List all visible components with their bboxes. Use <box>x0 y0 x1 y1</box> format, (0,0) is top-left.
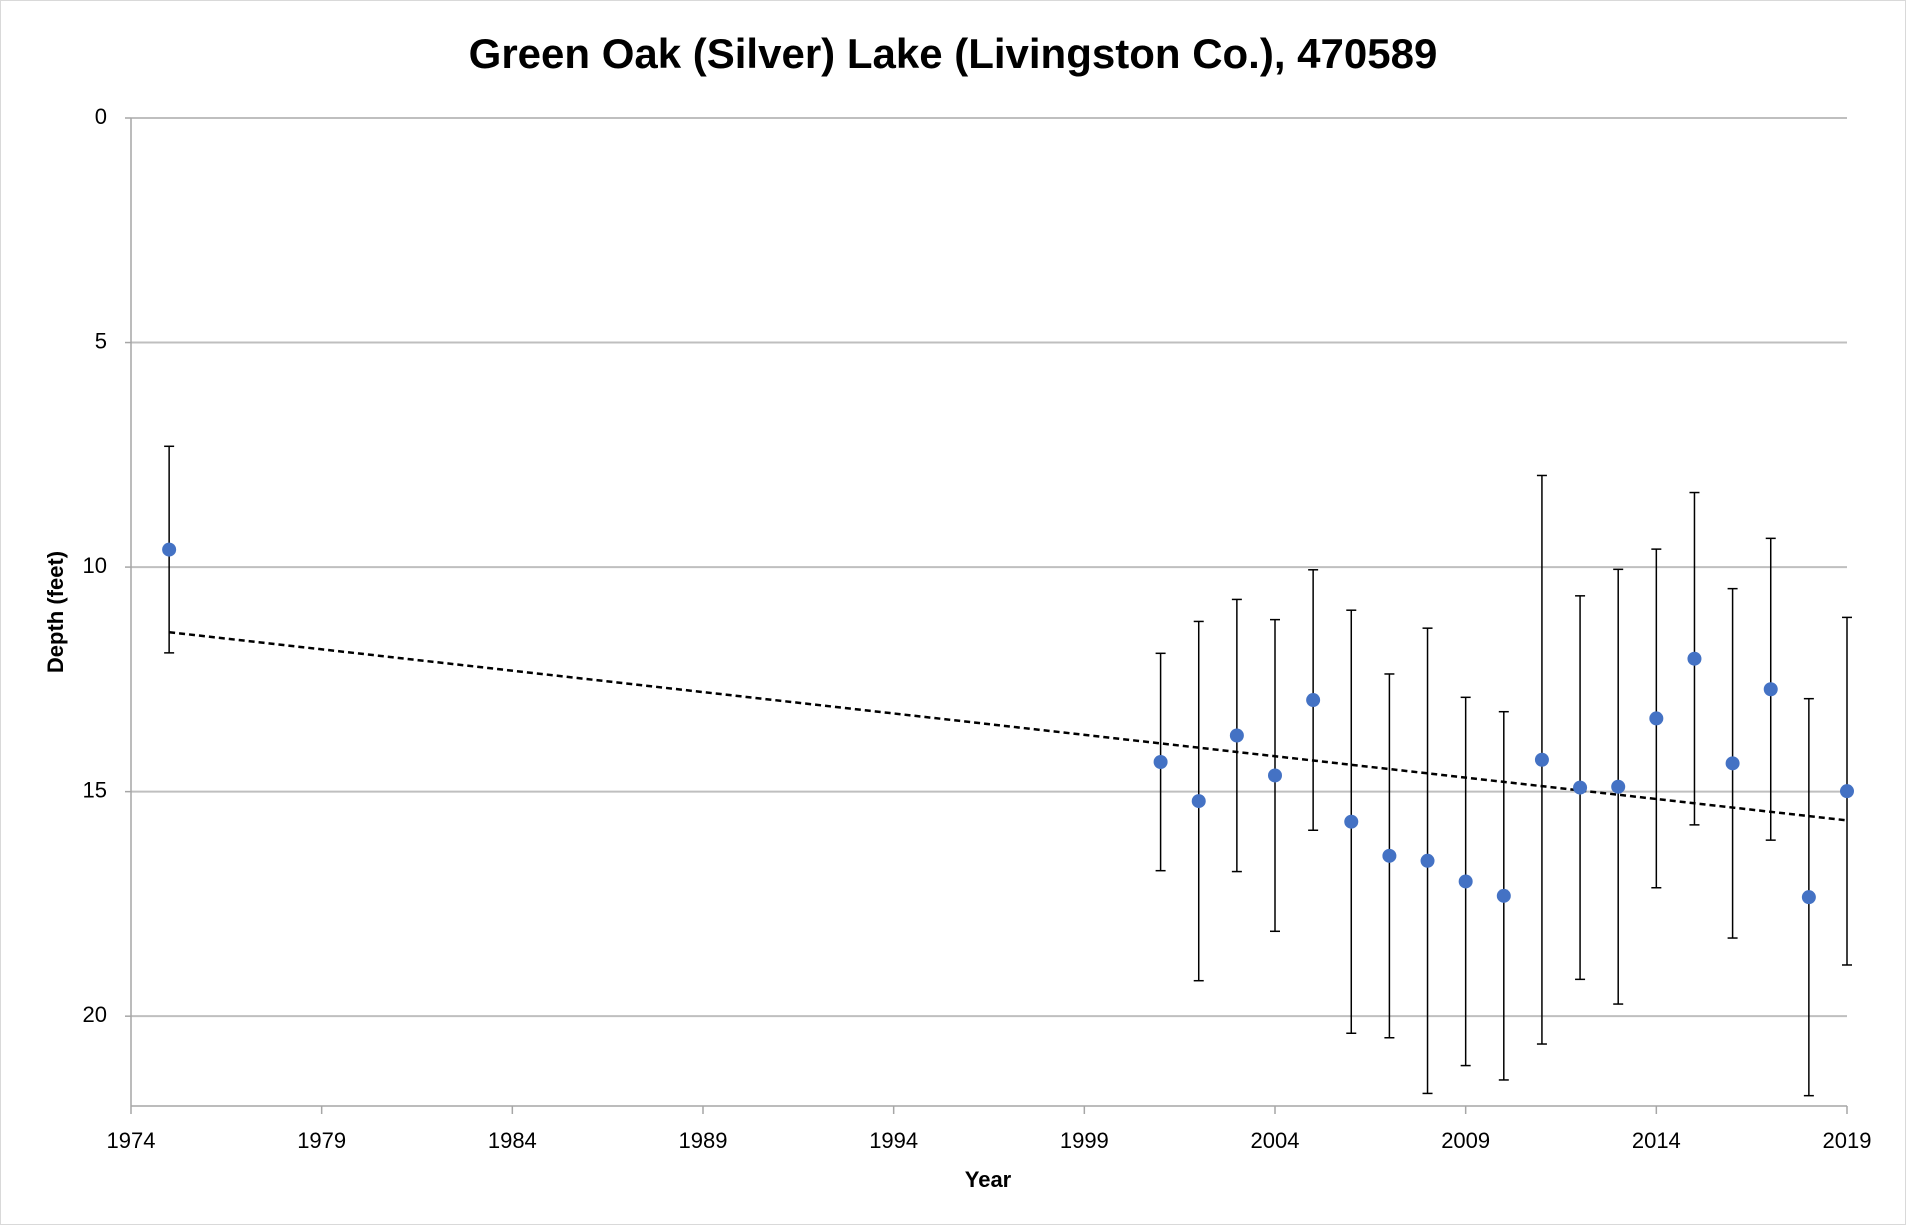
x-tick-label: 1984 <box>488 1128 537 1153</box>
data-point <box>1801 890 1816 905</box>
x-tick-label: 1979 <box>297 1128 346 1153</box>
data-point <box>1191 794 1206 809</box>
data-point <box>1382 848 1397 863</box>
data-point <box>1687 651 1702 666</box>
data-point <box>1573 780 1588 795</box>
x-tick-label: 1999 <box>1060 1128 1109 1153</box>
chart-title: Green Oak (Silver) Lake (Livingston Co.)… <box>469 30 1438 77</box>
y-tick-label: 10 <box>83 553 107 578</box>
y-tick-label: 20 <box>83 1002 107 1027</box>
data-point <box>1153 754 1168 769</box>
data-point <box>1725 756 1740 771</box>
data-point <box>1420 853 1435 868</box>
data-point <box>1229 728 1244 743</box>
x-axis-label: Year <box>965 1167 1012 1192</box>
data-point <box>1611 779 1626 794</box>
data-point <box>1496 888 1511 903</box>
y-tick-label: 15 <box>83 777 107 802</box>
trend-line <box>168 630 1848 822</box>
x-tick-label: 2019 <box>1823 1128 1872 1153</box>
data-point <box>162 542 177 557</box>
data-point <box>1840 784 1854 799</box>
y-tick-label: 5 <box>95 328 107 353</box>
data-point <box>1268 768 1282 783</box>
x-tick-label: 1989 <box>679 1128 728 1153</box>
data-point <box>1458 874 1473 889</box>
x-tick-label: 1994 <box>869 1128 918 1153</box>
data-point <box>1306 693 1321 708</box>
x-tick-label: 2004 <box>1251 1128 1300 1153</box>
y-axis-label: Depth (feet) <box>43 551 68 673</box>
data-point <box>1649 711 1664 726</box>
y-tick-label: 0 <box>95 104 107 129</box>
data-point <box>1534 752 1549 767</box>
x-tick-label: 1974 <box>107 1128 156 1153</box>
x-tick-label: 2014 <box>1632 1128 1681 1153</box>
data-point <box>1344 814 1359 829</box>
x-tick-label: 2009 <box>1441 1128 1490 1153</box>
data-point <box>1763 682 1778 697</box>
